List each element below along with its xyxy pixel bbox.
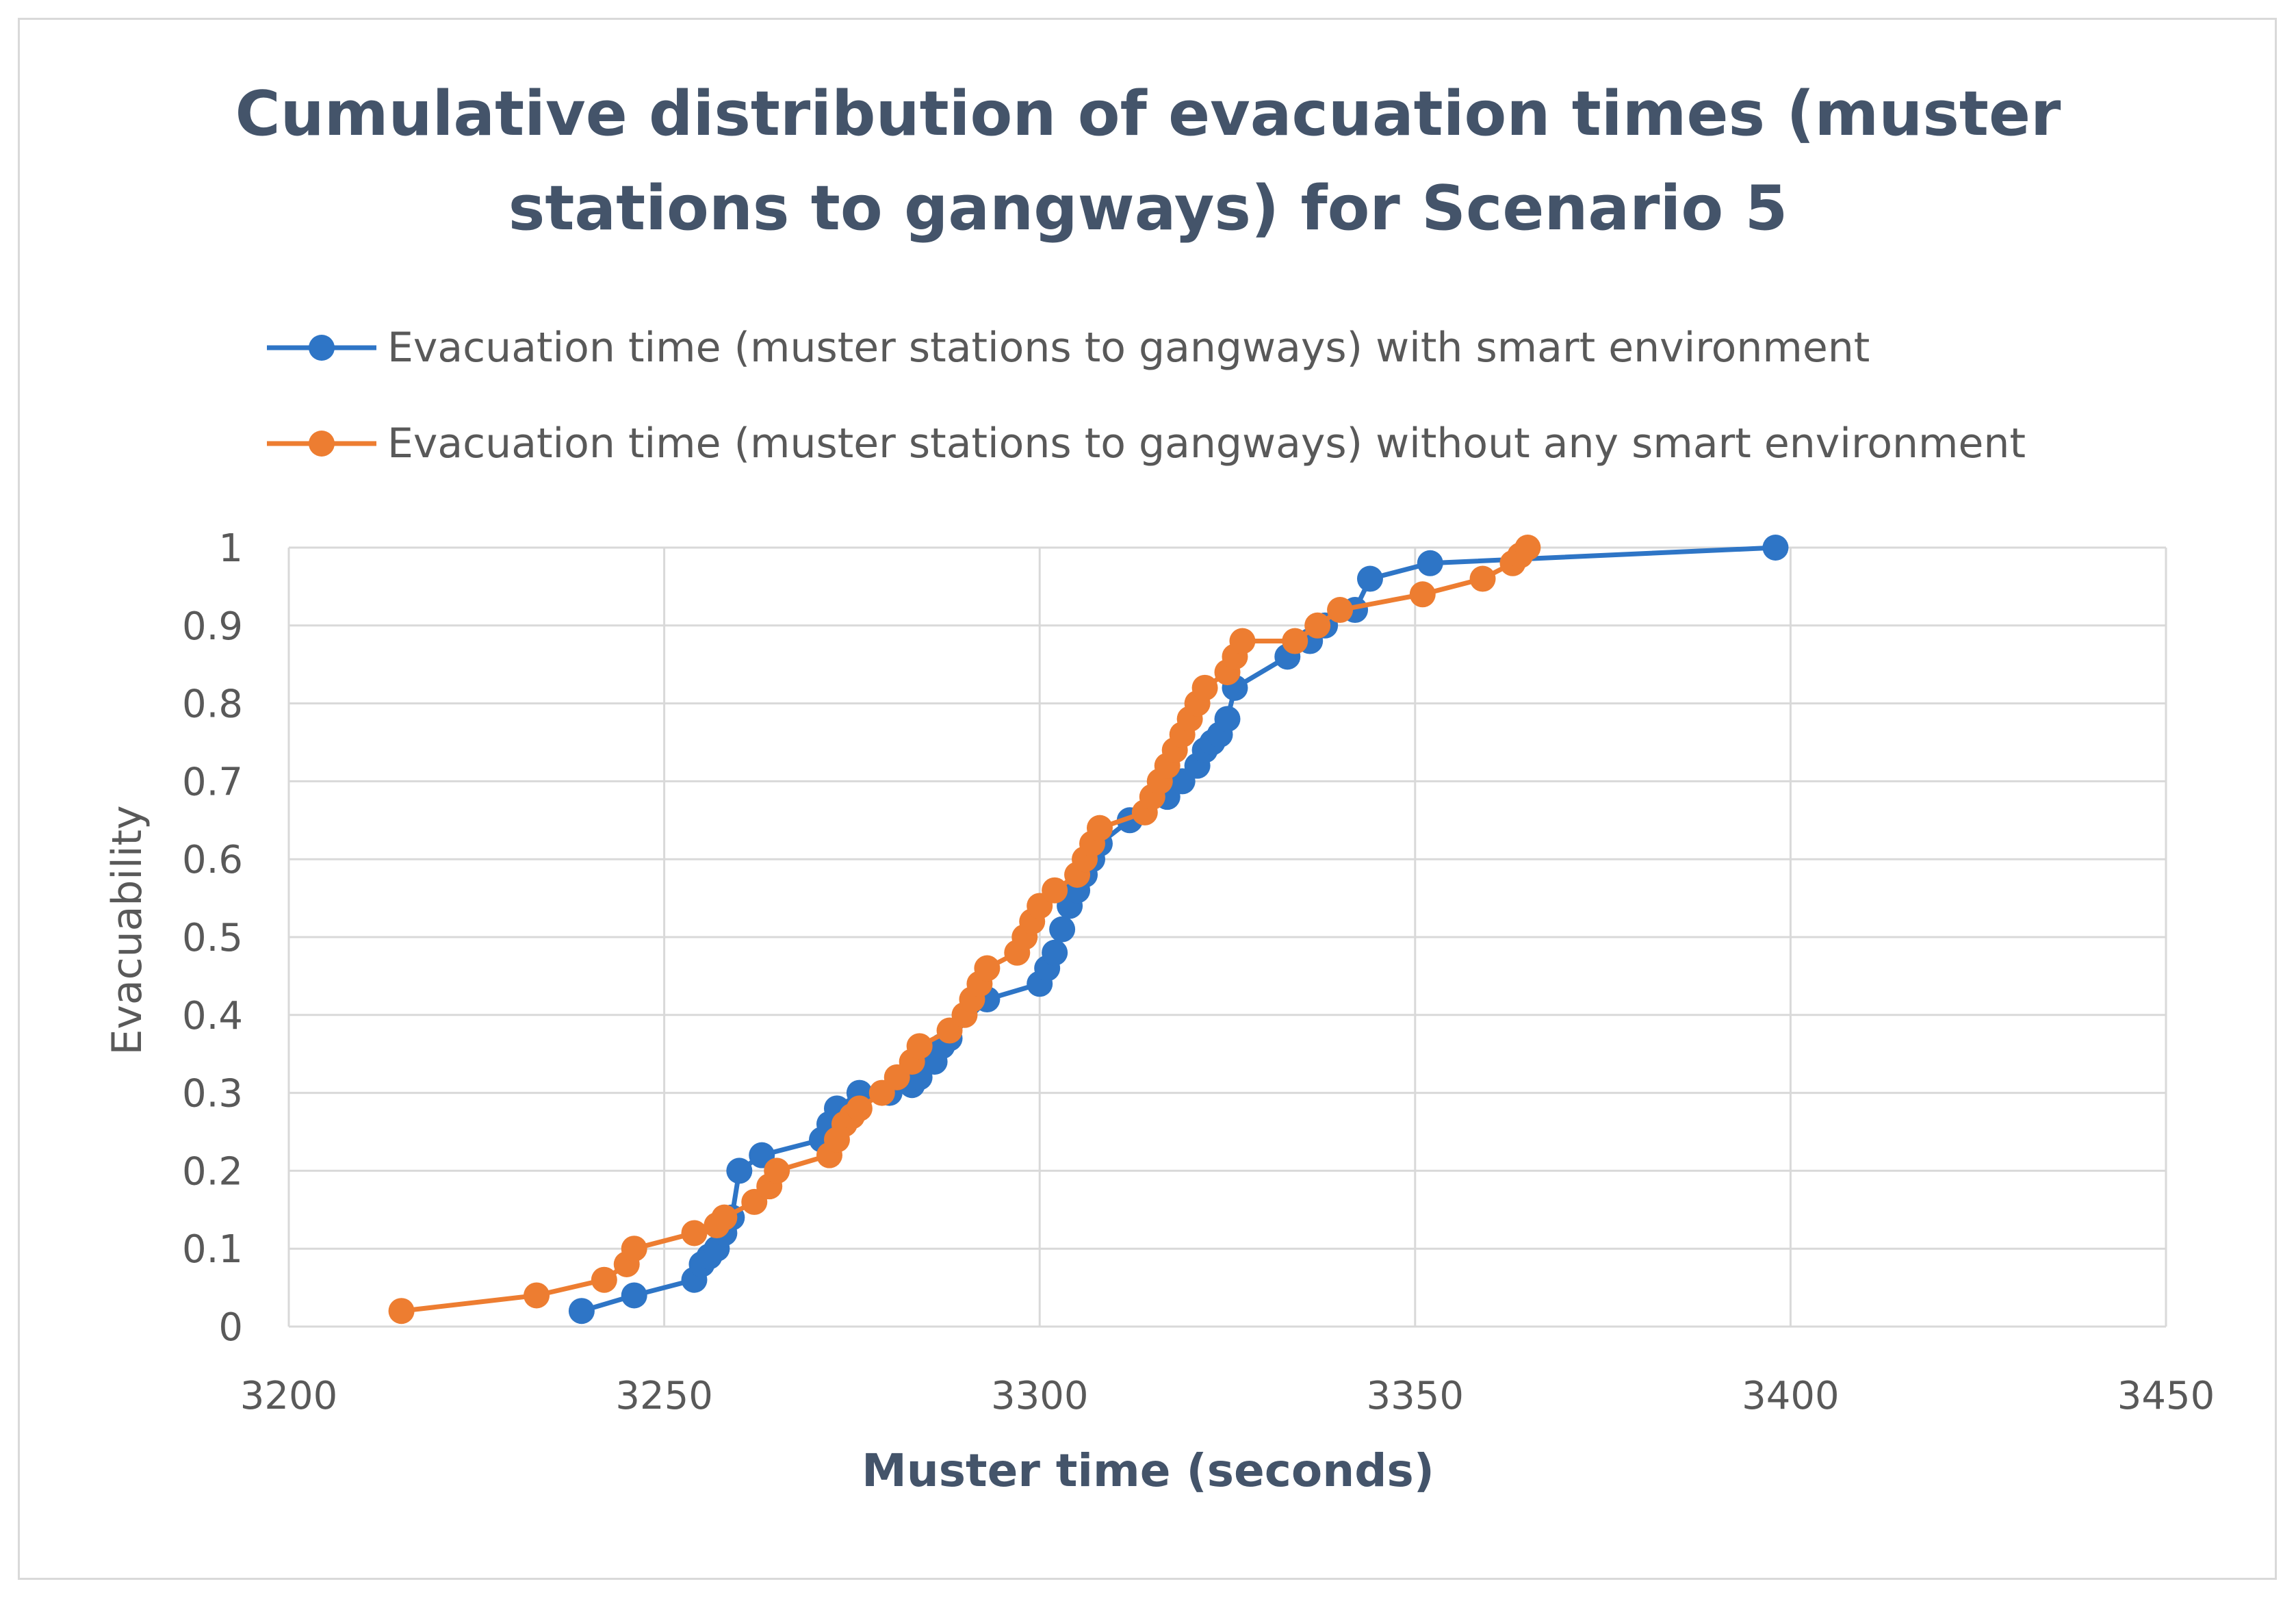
legend-label-smart: Evacuation time (muster stations to gang… — [387, 324, 1870, 372]
data-point-no-smart — [764, 1157, 790, 1184]
x-tick-label: 3450 — [2117, 1374, 2215, 1418]
data-point-smart — [1042, 939, 1068, 966]
data-point-no-smart — [906, 1033, 933, 1060]
y-tick-label: 0.3 — [182, 1072, 243, 1116]
data-point-no-smart — [1327, 597, 1354, 624]
grid-lines — [287, 546, 2167, 1328]
data-point-smart — [1214, 706, 1241, 732]
x-tick-label: 3200 — [240, 1374, 338, 1418]
legend-item-smart[interactable]: Evacuation time (muster stations to gang… — [261, 320, 1870, 375]
tick-labels: 0 0.1 0.2 0.3 0.4 0.5 0.6 0.7 0.8 0.9 1 3200 3250 330… — [182, 526, 2215, 1418]
y-tick-label: 0.6 — [182, 838, 243, 882]
x-tick-label: 3350 — [1367, 1374, 1465, 1418]
y-tick-label: 0.5 — [182, 916, 243, 960]
y-tick-label: 0.7 — [182, 760, 243, 804]
y-axis-label: Evacuability — [103, 805, 151, 1056]
data-point-no-smart — [846, 1095, 873, 1122]
data-point-no-smart — [1191, 674, 1218, 701]
data-point-smart — [568, 1298, 595, 1325]
y-tick-label: 0 — [218, 1305, 243, 1350]
data-point-smart — [621, 1282, 647, 1309]
legend-label-no-smart: Evacuation time (muster stations to gang… — [387, 420, 2026, 468]
data-point-smart — [1417, 550, 1443, 576]
x-tick-label: 3400 — [1742, 1374, 1840, 1418]
data-point-no-smart — [621, 1236, 647, 1262]
y-tick-label: 1 — [218, 526, 243, 571]
data-point-no-smart — [1229, 628, 1256, 654]
data-point-smart — [1049, 916, 1076, 943]
chart-title-line-1: Cumulative distribution of evacuation ti… — [235, 78, 2061, 150]
data-point-no-smart — [711, 1204, 738, 1231]
data-point-smart — [726, 1157, 753, 1184]
data-point-no-smart — [1304, 612, 1331, 639]
data-point-no-smart — [388, 1298, 415, 1325]
data-point-no-smart — [591, 1266, 617, 1293]
x-tick-label: 3250 — [615, 1374, 713, 1418]
data-point-no-smart — [524, 1282, 550, 1309]
y-tick-label: 0.8 — [182, 682, 243, 727]
chart-title-line-2: stations to gangways) for Scenario 5 — [508, 172, 1788, 244]
legend-item-no-smart[interactable]: Evacuation time (muster stations to gang… — [261, 416, 2026, 471]
data-point-no-smart — [1282, 628, 1308, 654]
data-point-smart — [1356, 565, 1383, 592]
legend-marker-no-smart — [267, 431, 376, 457]
y-tick-label: 0.4 — [182, 994, 243, 1038]
data-point-no-smart — [1086, 815, 1113, 841]
series-layer — [388, 535, 1789, 1325]
y-tick-label: 0.2 — [182, 1149, 243, 1194]
data-point-no-smart — [681, 1220, 708, 1246]
data-point-no-smart — [1042, 877, 1068, 904]
data-point-no-smart — [1409, 581, 1436, 608]
x-axis-label: Muster time (seconds) — [862, 1444, 1434, 1497]
y-tick-label: 0.9 — [182, 604, 243, 649]
data-point-no-smart — [1469, 565, 1496, 592]
data-point-no-smart — [974, 955, 1001, 982]
x-tick-label: 3300 — [991, 1374, 1089, 1418]
legend-marker-smart — [267, 335, 376, 361]
data-point-smart — [1762, 535, 1789, 561]
data-point-no-smart — [1514, 535, 1541, 561]
series-line-no-smart — [401, 546, 1530, 1314]
y-tick-label: 0.1 — [182, 1227, 243, 1272]
